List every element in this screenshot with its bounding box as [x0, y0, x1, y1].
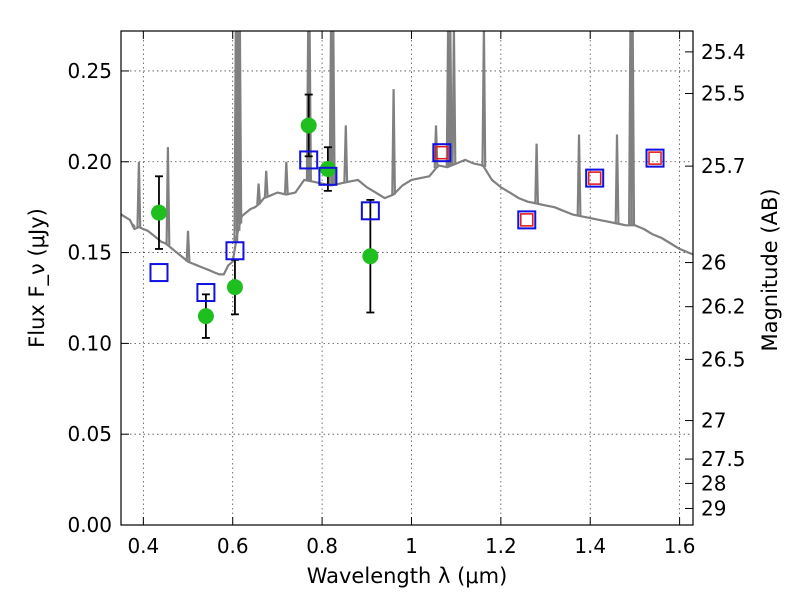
y-tick-label: 0.10 [67, 331, 112, 355]
model-square [149, 263, 169, 283]
emission-line [614, 134, 620, 224]
emission-line [165, 147, 171, 246]
x-axis-label: Wavelength λ (μm) [307, 564, 508, 588]
x-tick-label: 1.4 [574, 534, 606, 558]
right-tick-label: 28 [701, 471, 726, 495]
grid [121, 31, 693, 526]
right-tick-label: 25.4 [701, 40, 746, 64]
y-tick-label: 0.00 [67, 513, 112, 537]
x-tick-label: 1 [405, 534, 418, 558]
model-square [196, 283, 216, 303]
emission-line [343, 125, 349, 183]
observed-point [362, 248, 379, 265]
emission-line [534, 143, 539, 204]
y-tick-label: 0.05 [67, 422, 112, 446]
x-axis-label-text: Wavelength λ (μm) [307, 564, 508, 588]
model-square [318, 166, 338, 186]
emission-line [451, 31, 457, 165]
y-axis-right-label-text: Magnitude (AB) [758, 188, 782, 351]
observed-point [300, 117, 317, 134]
spectrum-line [121, 158, 693, 276]
emission-line [447, 31, 453, 166]
y-tick-label: 0.20 [67, 150, 112, 174]
emission-line [283, 161, 289, 195]
model-square-inner [519, 213, 534, 227]
y-axis-label: Flux F_ν (μJy) [25, 208, 50, 348]
emission-line [256, 183, 262, 205]
right-tick-label: 26 [701, 251, 726, 275]
emission-line [330, 31, 336, 185]
model-square-inner [648, 151, 662, 165]
x-tick-label: 1.2 [485, 534, 517, 558]
model-square [517, 210, 537, 230]
plot-area [121, 31, 693, 339]
model-square-inner [435, 145, 449, 160]
axes: 0.4 0.6 0.8 1 1.2 1.4 1.6 0.00 0.05 0.10 0.15 0.20 0… [67, 31, 746, 558]
model-square [360, 201, 380, 221]
emission-line [391, 89, 396, 195]
y-axis-right-label: Magnitude (AB) [758, 188, 782, 351]
y-axis-label-text: Flux F_ν (μJy) [25, 208, 50, 348]
right-tick-label: 27 [701, 409, 726, 433]
x-tick-label: 0.4 [127, 534, 159, 558]
model-square [585, 168, 605, 188]
emission-line [237, 31, 243, 224]
emission-line [131, 223, 136, 228]
model-square [299, 150, 319, 170]
observed-point [150, 204, 167, 221]
x-tick-label: 0.8 [306, 534, 338, 558]
emission-line [136, 161, 142, 228]
right-tick-label: 27.5 [701, 447, 746, 471]
model-square [432, 143, 452, 163]
right-tick-label: 26.2 [701, 295, 746, 319]
emission-line [576, 134, 582, 216]
plot-frame [120, 30, 694, 526]
model-square [645, 148, 665, 168]
x-tick-label: 0.6 [217, 534, 249, 558]
observed-point [197, 308, 214, 325]
right-tick-label: 29 [701, 496, 726, 520]
right-tick-label: 26.5 [701, 347, 746, 371]
emission-line [630, 31, 636, 226]
y-tick-label: 0.15 [67, 241, 112, 265]
emission-line [185, 230, 191, 262]
y-tick-label: 0.25 [67, 59, 112, 83]
right-tick-label: 25.7 [701, 154, 746, 178]
observed-point [319, 161, 336, 178]
observed-point [226, 279, 243, 296]
model-square [225, 241, 245, 261]
emission-line [481, 31, 487, 167]
right-tick-label: 25.5 [701, 81, 746, 105]
x-tick-label: 1.6 [664, 534, 696, 558]
model-square-inner [587, 171, 602, 185]
emission-line [263, 170, 269, 198]
